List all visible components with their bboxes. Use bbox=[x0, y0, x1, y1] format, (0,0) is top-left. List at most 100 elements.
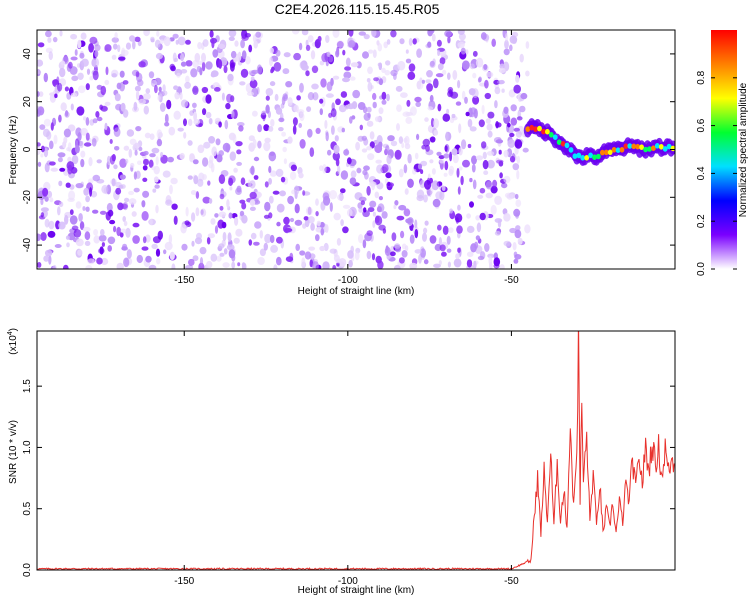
noise-speckle bbox=[104, 122, 108, 131]
noise-speckle bbox=[155, 156, 159, 166]
noise-speckle bbox=[192, 159, 199, 165]
noise-speckle bbox=[143, 30, 150, 37]
noise-speckle bbox=[423, 227, 428, 234]
noise-speckle bbox=[148, 264, 157, 269]
noise-speckle bbox=[85, 195, 90, 203]
noise-speckle bbox=[420, 169, 424, 175]
noise-speckle bbox=[494, 195, 502, 205]
noise-speckle bbox=[185, 39, 191, 45]
noise-speckle bbox=[403, 164, 408, 174]
noise-speckle bbox=[136, 79, 144, 87]
noise-speckle bbox=[433, 118, 439, 129]
noise-speckle bbox=[253, 175, 259, 180]
noise-speckle bbox=[454, 213, 463, 223]
noise-speckle bbox=[132, 40, 136, 50]
noise-speckle bbox=[172, 33, 179, 39]
noise-speckle bbox=[37, 161, 42, 167]
noise-speckle bbox=[491, 38, 497, 47]
noise-speckle bbox=[80, 158, 85, 168]
noise-speckle bbox=[123, 145, 130, 151]
noise-speckle bbox=[57, 82, 63, 92]
noise-speckle bbox=[449, 208, 453, 214]
noise-speckle bbox=[125, 158, 129, 164]
noise-speckle bbox=[133, 101, 138, 111]
noise-speckle bbox=[427, 106, 434, 111]
noise-speckle bbox=[70, 56, 78, 61]
noise-speckle bbox=[412, 38, 417, 45]
noise-speckle bbox=[369, 181, 377, 187]
noise-speckle bbox=[249, 180, 256, 189]
noise-speckle bbox=[197, 60, 204, 66]
noise-speckle bbox=[283, 216, 290, 225]
noise-speckle bbox=[94, 44, 101, 52]
noise-speckle bbox=[376, 40, 380, 46]
noise-speckle bbox=[409, 234, 415, 244]
noise-speckle bbox=[276, 256, 282, 266]
noise-speckle bbox=[340, 91, 348, 98]
noise-speckle bbox=[346, 103, 355, 110]
noise-speckle bbox=[176, 72, 181, 78]
noise-speckle bbox=[104, 101, 111, 106]
noise-speckle bbox=[223, 65, 228, 74]
noise-speckle bbox=[68, 190, 76, 201]
noise-speckle bbox=[255, 31, 262, 38]
noise-speckle bbox=[289, 217, 295, 223]
noise-speckle bbox=[274, 93, 279, 102]
signal-point bbox=[525, 126, 531, 132]
noise-speckle bbox=[173, 110, 181, 120]
noise-speckle bbox=[156, 30, 160, 37]
noise-speckle bbox=[156, 258, 161, 265]
noise-speckle bbox=[437, 103, 442, 112]
noise-speckle bbox=[238, 125, 244, 132]
noise-speckle bbox=[241, 214, 248, 224]
noise-speckle bbox=[312, 261, 319, 269]
noise-speckle bbox=[53, 134, 58, 145]
noise-speckle bbox=[240, 68, 249, 78]
noise-speckle bbox=[63, 214, 69, 225]
noise-speckle bbox=[275, 49, 281, 57]
noise-speckle bbox=[431, 180, 440, 191]
noise-speckle bbox=[214, 213, 219, 218]
noise-speckle bbox=[381, 67, 386, 74]
noise-speckle bbox=[218, 174, 226, 185]
noise-speckle bbox=[249, 79, 258, 89]
signal-point bbox=[548, 132, 554, 138]
noise-speckle bbox=[263, 124, 270, 132]
noise-speckle bbox=[133, 187, 140, 193]
noise-speckle bbox=[106, 155, 111, 166]
noise-speckle bbox=[65, 235, 70, 240]
noise-speckle bbox=[307, 128, 313, 138]
noise-speckle bbox=[208, 136, 216, 144]
noise-speckle bbox=[159, 38, 164, 45]
noise-speckle bbox=[100, 85, 107, 96]
noise-speckle bbox=[92, 209, 99, 214]
noise-speckle bbox=[134, 36, 141, 42]
noise-speckle bbox=[143, 150, 149, 156]
noise-speckle bbox=[427, 30, 433, 37]
noise-speckle bbox=[395, 85, 403, 92]
noise-speckle bbox=[336, 238, 341, 246]
noise-speckle bbox=[441, 185, 446, 191]
noise-speckle bbox=[429, 94, 434, 103]
noise-speckle bbox=[114, 146, 120, 151]
noise-speckle bbox=[482, 151, 487, 160]
noise-speckle bbox=[447, 86, 454, 94]
noise-speckle bbox=[278, 117, 285, 123]
noise-speckle bbox=[325, 60, 329, 67]
noise-speckle bbox=[508, 89, 516, 98]
noise-speckle bbox=[73, 229, 82, 238]
noise-speckle bbox=[71, 75, 79, 82]
spectrogram-y-label: Frequency (Hz) bbox=[8, 116, 19, 185]
noise-speckle bbox=[437, 49, 441, 56]
noise-speckle bbox=[225, 102, 231, 110]
noise-speckle bbox=[101, 242, 105, 247]
noise-speckle bbox=[138, 146, 143, 152]
noise-speckle bbox=[79, 221, 85, 231]
noise-speckle bbox=[264, 137, 271, 143]
signal-point bbox=[600, 149, 605, 156]
snr-frame bbox=[36, 330, 676, 571]
noise-speckle bbox=[209, 30, 214, 38]
noise-speckle bbox=[270, 244, 278, 253]
noise-speckle bbox=[135, 71, 140, 78]
noise-speckle bbox=[163, 249, 167, 255]
